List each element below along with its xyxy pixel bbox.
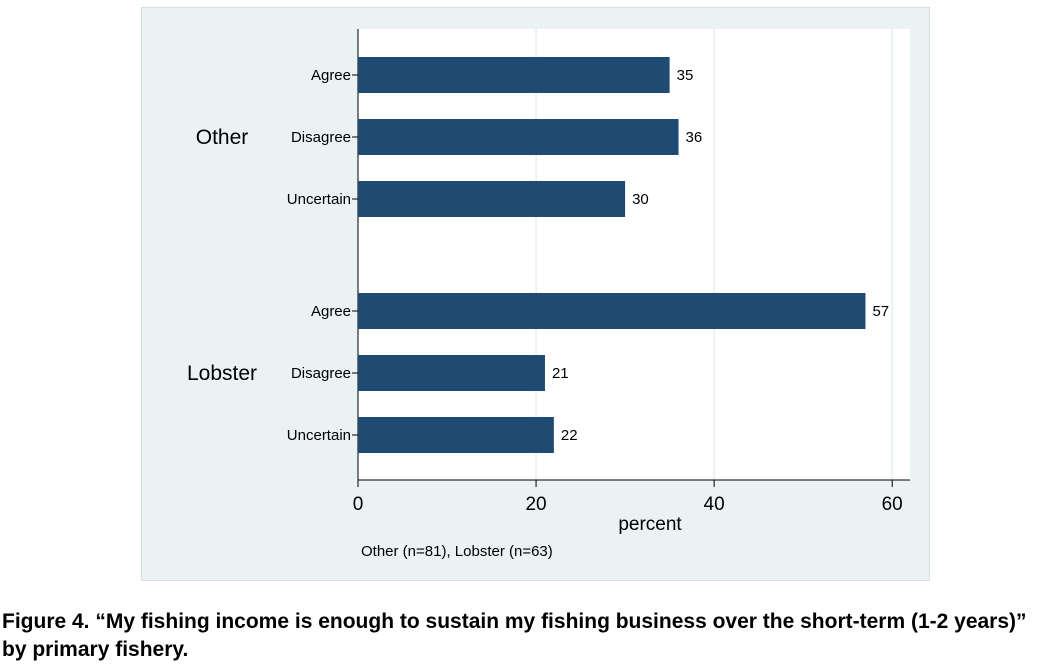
data-label: 22 [561, 427, 578, 444]
x-tick-label: 0 [353, 494, 364, 515]
sample-size-note: Other (n=81), Lobster (n=63) [361, 543, 553, 560]
data-label: 21 [552, 365, 569, 382]
category-label: Uncertain [287, 427, 351, 444]
data-label: 35 [677, 67, 694, 84]
data-label: 30 [632, 191, 649, 208]
bar-other-uncertain [358, 181, 626, 217]
group-label-other: Other [196, 126, 249, 149]
category-label: Uncertain [287, 191, 351, 208]
category-label: Disagree [291, 129, 351, 146]
data-label: 36 [686, 129, 703, 146]
bar-lobster-disagree [358, 355, 545, 391]
x-axis-title: percent [618, 514, 682, 535]
category-label: Agree [311, 303, 351, 320]
x-tick-label: 20 [525, 494, 546, 515]
bar-other-agree [358, 57, 670, 93]
bar-lobster-uncertain [358, 417, 554, 453]
figure-caption: Figure 4. “My fishing income is enough t… [2, 610, 1027, 661]
bar-other-disagree [358, 119, 679, 155]
category-label: Agree [311, 67, 351, 84]
bar-chart: 0 20 40 60 percent Other Agree 35 Disagree 36 Unce… [187, 29, 910, 560]
group-label-lobster: Lobster [187, 362, 257, 385]
category-label: Disagree [291, 365, 351, 382]
x-tick-label: 60 [882, 494, 903, 515]
chart-figure: 0 20 40 60 percent Other Agree 35 Disagree 36 Unce… [141, 7, 930, 581]
x-tick-label: 40 [704, 494, 725, 515]
plot-area [358, 29, 910, 480]
bar-lobster-agree [358, 293, 866, 329]
data-label: 57 [872, 303, 889, 320]
